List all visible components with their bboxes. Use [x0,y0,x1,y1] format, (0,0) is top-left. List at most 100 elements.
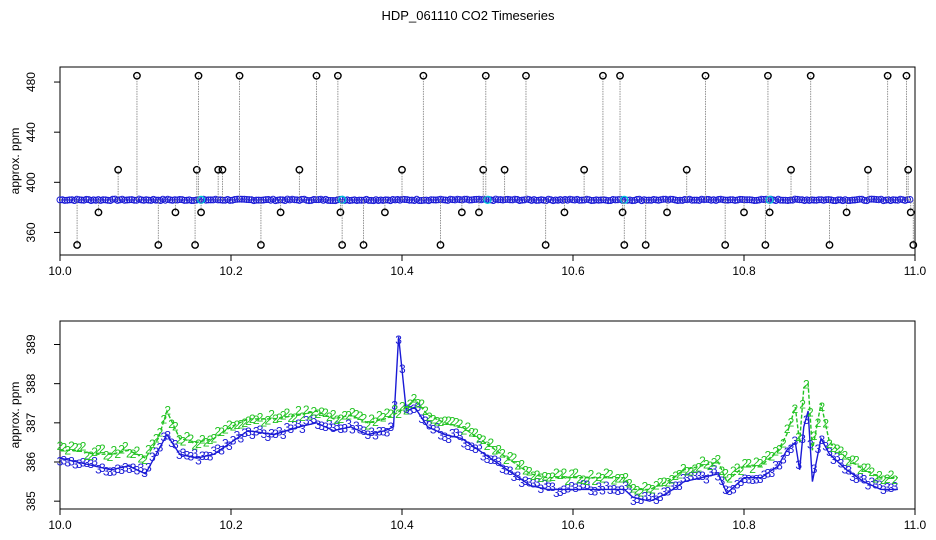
series-3-marker: 3 [268,426,275,440]
series-2-marker: 2 [464,420,471,434]
series-2-marker: 2 [853,453,860,467]
series-2-marker: 2 [476,432,483,446]
panel1-outlier-point [580,165,589,174]
series-3-marker: 3 [541,478,548,492]
panel1-baseline-point [355,196,363,204]
panel1-baseline-point [815,196,823,204]
series-3-marker: 3 [892,479,899,493]
panel1-x-tick-label: 10.8 [732,264,756,278]
panel1-outlier-point [883,71,892,80]
panel1-baseline-point [643,196,650,204]
panel1-outlier-point [457,208,466,217]
series-3-marker: 3 [122,460,129,474]
series-2-marker: 2 [161,413,168,427]
series-2-marker: 2 [876,468,883,482]
series-3-marker: 3 [572,481,579,495]
series-3-marker: 3 [249,428,256,442]
series-3-marker: 3 [353,419,360,433]
series-3-marker: 3 [384,425,391,439]
panel1-outlier-point [909,241,918,249]
panel1-baseline-point [202,196,210,204]
series-3-marker: 3 [645,489,652,503]
series-2-marker: 2 [299,410,306,424]
panel1-outlier-point [806,71,815,80]
series-3-marker: 3 [214,442,221,456]
panel1-baseline-point [497,196,504,204]
panel1-outlier-point [541,241,550,249]
panel1-baseline-point [604,197,612,205]
series-2-marker: 2 [622,471,629,485]
series-2-marker: 2 [591,474,598,488]
series-2-marker: 2 [180,435,187,449]
panel1-baseline-point [719,196,727,204]
series-3-marker: 3 [861,473,868,487]
series-2-marker: 2 [441,414,448,428]
panel1-outlier-point [764,71,772,80]
series-2-marker: 2 [234,418,241,432]
panel2-x-tick-label: 10.4 [390,518,414,532]
series-3-marker: 3 [218,444,225,458]
series-3-marker: 3 [234,428,241,442]
series-2-marker: 2 [518,457,525,471]
series-2-marker: 2 [68,439,75,453]
series-2-marker: 2 [768,450,775,464]
series-3-marker: 3 [776,459,783,473]
series-3-marker: 3 [803,413,810,427]
series-3-marker: 3 [630,494,637,508]
panel1-baseline-point [204,196,212,204]
series-3-marker: 3 [742,472,749,486]
series-2-marker: 2 [461,424,468,438]
panel1-baseline-point [714,196,722,203]
series-2-marker: 2 [445,414,452,428]
panel1-baseline-point [327,197,334,204]
series-3-marker: 3 [884,480,891,494]
series-2-marker: 2 [761,453,768,467]
series-3-marker: 3 [299,422,306,436]
series-3-marker: 3 [718,474,725,488]
series-2-marker: 2 [295,403,302,417]
panel1-baseline-point [125,196,133,204]
series-2-marker: 2 [742,456,749,470]
series-2-marker: 2 [176,433,183,447]
series-3-marker: 3 [561,483,568,497]
series-3-marker: 3 [865,478,872,492]
series-3-marker: 3 [345,417,352,431]
series-2-marker: 2 [615,471,622,485]
series-3-marker: 3 [761,468,768,482]
panel1-outlier-point [419,71,428,80]
panel1-baseline-point [102,196,109,204]
panel1-outlier-point [197,208,205,217]
panel1-baseline-point [109,195,117,203]
series-3-marker: 3 [257,423,264,437]
panel1-baseline-point [870,195,878,203]
series-3-marker: 3 [114,462,121,476]
panel1-baseline-point [494,196,502,204]
series-2-marker: 2 [792,402,799,416]
series-3-marker: 3 [372,428,379,442]
series-2-marker: 2 [565,474,572,488]
panel1-baseline-point [609,196,617,203]
series-3-marker: 3 [411,402,418,416]
series-3-marker: 3 [842,463,849,477]
series-2-marker: 2 [861,461,868,475]
series-2-marker: 2 [222,423,229,437]
series-2-marker: 2 [553,466,560,480]
series-2-marker: 2 [326,410,333,424]
series-3-marker: 3 [164,428,171,442]
panel1-baseline-point [73,195,81,203]
panel1-baseline-point [61,196,69,204]
series-2-marker: 2 [684,464,691,478]
series-3-marker: 3 [376,425,383,439]
panel1-x-tick-label: 10.0 [48,264,72,278]
series-3-marker: 3 [172,437,179,451]
series-2-marker: 2 [649,483,656,497]
series-3-marker: 3 [795,458,802,472]
series-2-marker: 2 [426,410,433,424]
panel1-outlier-point [682,165,691,174]
panel1-baseline-point [595,196,603,204]
panel1-baseline-point [743,196,751,204]
panel1-baseline-point [130,196,138,204]
panel1-outlier-point [133,71,141,80]
series-2-marker: 2 [241,416,248,430]
series-3-marker: 3 [295,417,302,431]
